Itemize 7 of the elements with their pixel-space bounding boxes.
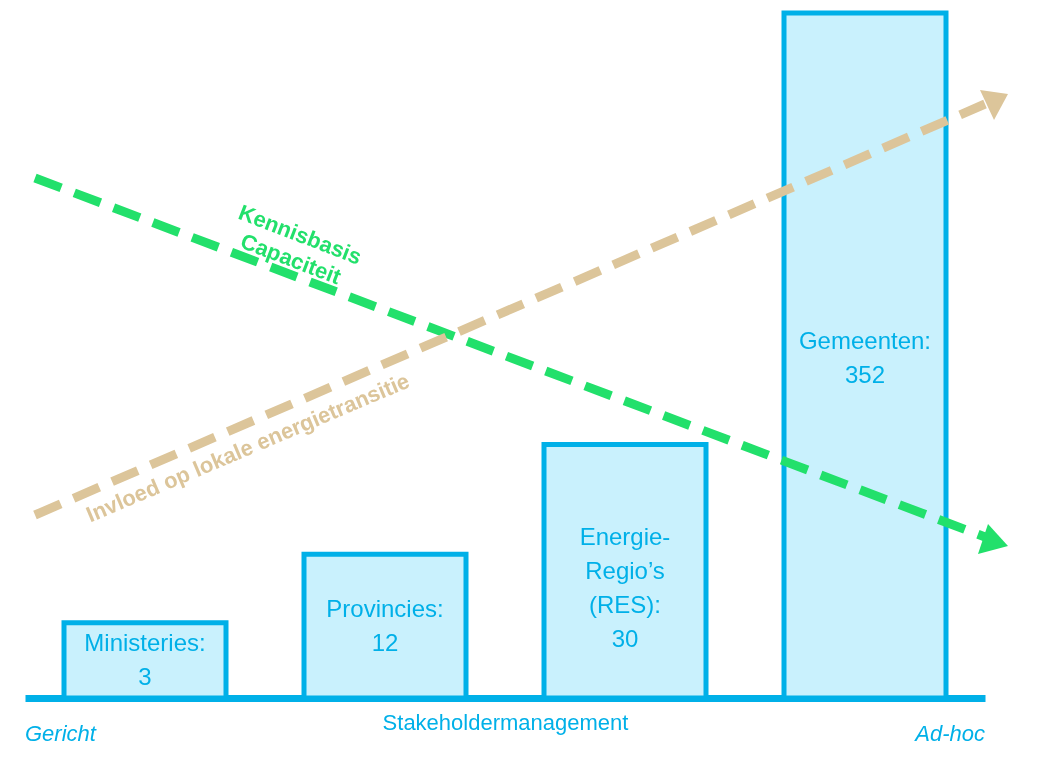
- text: Gericht: [25, 721, 97, 746]
- x-axis-title: Stakeholdermanagement: [382, 709, 629, 735]
- annotation: Provincies: 12: [326, 594, 444, 656]
- annotation: Ministeries: 3: [84, 628, 206, 690]
- annotation: Energie- Regio’s (RES): 30: [579, 523, 671, 653]
- annotation: Gemeenten: 352: [798, 326, 932, 388]
- text: Ad-hoc: [913, 721, 985, 746]
